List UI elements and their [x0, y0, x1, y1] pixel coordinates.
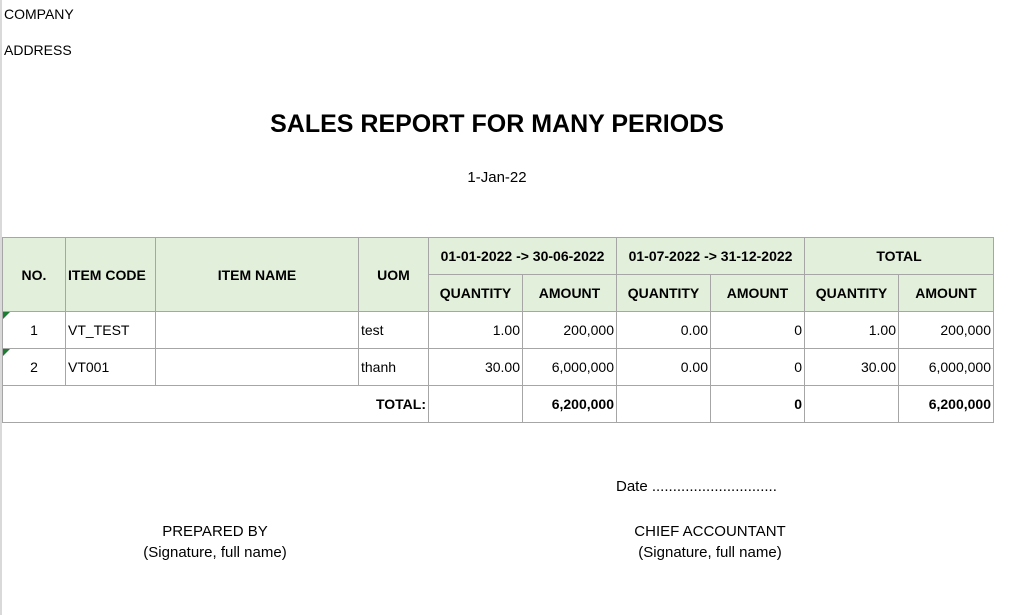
header-p2-amount[interactable]: AMOUNT	[710, 274, 805, 312]
header-item-name[interactable]: ITEM NAME	[155, 237, 359, 312]
total-p2-quantity-cell[interactable]	[616, 385, 711, 423]
total-p1-amount-cell[interactable]: 6,200,000	[522, 385, 617, 423]
p1-amount-cell[interactable]: 6,000,000	[522, 348, 617, 386]
uom-cell[interactable]: thanh	[358, 348, 429, 386]
cell-marker-icon	[3, 312, 10, 319]
sales-report-table: NO. ITEM CODE ITEM NAME UOM 01-01-2022 -…	[2, 237, 994, 423]
header-item-code[interactable]: ITEM CODE	[65, 237, 156, 312]
item-name-cell[interactable]	[155, 311, 359, 349]
header-row-2: QUANTITY AMOUNT QUANTITY AMOUNT QUANTITY…	[3, 274, 994, 312]
header-row-1: NO. ITEM CODE ITEM NAME UOM 01-01-2022 -…	[2, 237, 994, 312]
report-title: SALES REPORT FOR MANY PERIODS	[270, 110, 724, 138]
total-amount-cell[interactable]: 6,000,000	[898, 348, 994, 386]
item-name-cell[interactable]	[155, 348, 359, 386]
header-total[interactable]: TOTAL	[804, 237, 994, 275]
row-no: 1	[30, 322, 38, 338]
total-total-amount-cell[interactable]: 6,200,000	[898, 385, 994, 423]
table-row: 2 VT001 thanh 30.00 6,000,000 0.00 0 30.…	[2, 348, 994, 386]
row-no: 2	[30, 359, 38, 375]
item-code-cell[interactable]: VT001	[65, 348, 156, 386]
prepared-by-title: PREPARED BY	[162, 523, 268, 540]
p1-amount-cell[interactable]: 200,000	[522, 311, 617, 349]
header-period-2[interactable]: 01-07-2022 -> 31-12-2022	[616, 237, 805, 275]
chief-accountant-block: CHIEF ACCOUNTANT (Signature, full name)	[600, 521, 820, 563]
address-label: ADDRESS	[4, 42, 72, 58]
signature-date-line: Date ..............................	[616, 478, 777, 495]
chief-accountant-title: CHIEF ACCOUNTANT	[634, 523, 786, 540]
chief-accountant-signature-note: (Signature, full name)	[638, 544, 782, 561]
total-total-quantity-cell[interactable]	[804, 385, 899, 423]
table-row: 1 VT_TEST test 1.00 200,000 0.00 0 1.00 …	[2, 311, 994, 349]
p1-quantity-cell[interactable]: 30.00	[428, 348, 523, 386]
prepared-by-signature-note: (Signature, full name)	[143, 544, 287, 561]
total-label[interactable]: TOTAL:	[2, 385, 429, 423]
p2-amount-cell[interactable]: 0	[710, 348, 805, 386]
p2-amount-cell[interactable]: 0	[710, 311, 805, 349]
row-no-cell[interactable]: 1	[2, 311, 66, 349]
header-no[interactable]: NO.	[2, 237, 66, 312]
report-date: 1-Jan-22	[467, 169, 527, 186]
header-p1-amount[interactable]: AMOUNT	[522, 274, 617, 312]
sheet-left-edge	[0, 0, 2, 615]
cell-marker-icon	[3, 349, 10, 356]
header-total-amount[interactable]: AMOUNT	[898, 274, 994, 312]
company-label: COMPANY	[4, 6, 74, 22]
p1-quantity-cell[interactable]: 1.00	[428, 311, 523, 349]
total-quantity-cell[interactable]: 1.00	[804, 311, 899, 349]
total-p1-quantity-cell[interactable]	[428, 385, 523, 423]
p2-quantity-cell[interactable]: 0.00	[616, 348, 711, 386]
header-uom[interactable]: UOM	[358, 237, 429, 312]
total-amount-cell[interactable]: 200,000	[898, 311, 994, 349]
uom-cell[interactable]: test	[358, 311, 429, 349]
prepared-by-block: PREPARED BY (Signature, full name)	[115, 521, 315, 563]
p2-quantity-cell[interactable]: 0.00	[616, 311, 711, 349]
total-row: TOTAL: 6,200,000 0 6,200,000	[2, 385, 994, 423]
total-p2-amount-cell[interactable]: 0	[710, 385, 805, 423]
header-p2-quantity[interactable]: QUANTITY	[616, 274, 711, 312]
header-p1-quantity[interactable]: QUANTITY	[428, 274, 523, 312]
row-no-cell[interactable]: 2	[2, 348, 66, 386]
total-quantity-cell[interactable]: 30.00	[804, 348, 899, 386]
header-period-1[interactable]: 01-01-2022 -> 30-06-2022	[428, 237, 617, 275]
item-code-cell[interactable]: VT_TEST	[65, 311, 156, 349]
header-total-quantity[interactable]: QUANTITY	[804, 274, 899, 312]
